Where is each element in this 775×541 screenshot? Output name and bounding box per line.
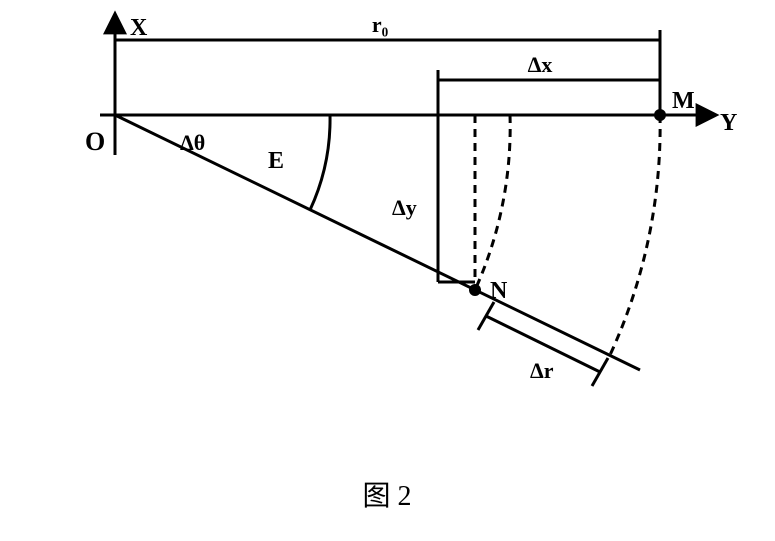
arc-e: [310, 115, 330, 210]
dim-r0-label: r₀: [372, 12, 389, 37]
axis-x-label: X: [130, 15, 148, 41]
point-n: [469, 284, 481, 296]
point-m-label: M: [672, 88, 695, 114]
dim-dr-tick-a: [478, 302, 494, 330]
point-e-label: E: [268, 148, 284, 174]
dim-dr-tick-b: [592, 358, 608, 386]
figure-caption: 图 2: [362, 481, 411, 512]
origin-label: O: [85, 127, 105, 156]
point-n-label: N: [490, 278, 508, 304]
diagram-svg: X Y O r₀ Δx M Δθ E Δy N Δr 图 2: [0, 0, 775, 541]
dim-dr-label: Δr: [530, 358, 554, 383]
arc-outer-dash: [610, 115, 660, 355]
dim-dy-label: Δy: [392, 195, 417, 220]
axis-y-label: Y: [720, 110, 737, 136]
dim-dx-label: Δx: [528, 52, 553, 77]
arc-inner-dash: [475, 115, 510, 290]
dim-dtheta-label: Δθ: [180, 130, 205, 155]
